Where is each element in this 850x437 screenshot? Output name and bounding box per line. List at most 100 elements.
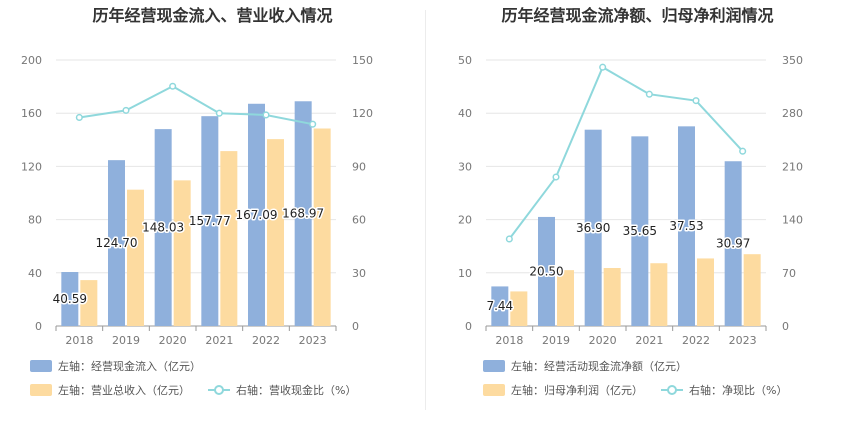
y-tick-label-right: 0 [352, 320, 359, 333]
x-tick-label: 2018 [65, 334, 93, 345]
bar-primary [201, 116, 219, 327]
legend-item-revenue[interactable]: 左轴：营业总收入（亿元） [30, 382, 190, 398]
ratio-point [75, 113, 83, 122]
data-label: 30.97 [716, 237, 750, 251]
legend-item-net-cashflow[interactable]: 左轴：经营活动现金流净额（亿元） [483, 358, 687, 374]
bar-secondary [80, 280, 98, 326]
bar-secondary [127, 189, 144, 326]
legend-label: 左轴：归母净利润（亿元） [511, 384, 643, 397]
legend-swatch [483, 360, 505, 372]
bar-secondary [697, 258, 714, 326]
bar-secondary [267, 139, 284, 326]
y-tick-label-left: 80 [28, 214, 42, 227]
legend-item-net-cash-ratio[interactable]: 右轴：净现比（%） [661, 382, 787, 398]
y-tick-label-left: 0 [465, 320, 472, 333]
ratio-point [122, 106, 130, 114]
legend-label: 左轴：营业总收入（亿元） [58, 384, 190, 397]
bar-primary [294, 101, 312, 326]
x-tick-label: 2021 [205, 334, 233, 345]
bar-primary [678, 126, 695, 327]
legend-swatch [30, 360, 52, 372]
legend-label: 左轴：经营现金流入（亿元） [58, 360, 201, 373]
legend-label: 右轴：净现比（%） [689, 384, 788, 397]
ratio-point [505, 235, 513, 243]
bar-primary [154, 129, 172, 326]
data-label: 35.65 [623, 224, 657, 238]
ratio-point [169, 82, 177, 90]
legend-row: 左轴：营业总收入（亿元） 右轴：营收现金比（%） [30, 381, 374, 399]
bar-primary [61, 272, 79, 326]
bar-primary [538, 216, 555, 326]
y-tick-label-left: 30 [458, 160, 472, 173]
bar-secondary [173, 180, 191, 326]
y-tick-label-left: 50 [458, 54, 472, 67]
bar-secondary [557, 270, 574, 326]
data-label: 36.90 [576, 221, 610, 235]
data-label: 40.59 [53, 292, 87, 306]
data-label: 124.70 [96, 236, 138, 250]
y-tick-label-left: 40 [458, 107, 472, 120]
y-tick-label-left: 10 [458, 267, 472, 280]
x-tick-label: 2019 [542, 334, 570, 345]
legend-swatch [483, 384, 505, 396]
x-tick-label: 2022 [252, 334, 280, 345]
data-label: 37.53 [669, 219, 703, 233]
y-tick-label-right: 280 [782, 107, 803, 120]
x-tick-label: 2023 [299, 334, 327, 345]
ratio-point [645, 90, 653, 98]
legend-row: 左轴：归母净利润（亿元） 右轴：净现比（%） [483, 381, 805, 399]
legend-line-swatch [661, 384, 683, 396]
y-tick-label-right: 120 [352, 107, 373, 120]
y-tick-label-left: 200 [21, 54, 42, 67]
bar-secondary [743, 254, 761, 326]
bar-secondary [510, 291, 528, 326]
y-tick-label-left: 40 [28, 267, 42, 280]
y-tick-label-right: 210 [782, 160, 803, 173]
legend-item-ratio[interactable]: 右轴：营收现金比（%） [208, 382, 356, 398]
ratio-line [79, 85, 313, 126]
panel-divider [425, 10, 426, 410]
x-tick-label: 2020 [159, 334, 187, 345]
data-label: 7.44 [486, 299, 513, 313]
y-tick-label-right: 70 [782, 267, 796, 280]
ratio-point [309, 120, 317, 128]
ratio-point [215, 109, 223, 117]
bar-primary [108, 160, 125, 326]
x-tick-label: 2021 [635, 334, 663, 345]
y-tick-label-left: 160 [21, 107, 42, 120]
y-tick-label-right: 60 [352, 214, 366, 227]
x-tick-label: 2022 [682, 334, 710, 345]
chart-title: 历年经营现金流入、营业收入情况 [92, 6, 333, 25]
bar-secondary [603, 268, 621, 326]
ratio-point [599, 63, 607, 71]
data-label: 168.97 [282, 207, 324, 221]
data-label: 157.77 [189, 214, 231, 228]
bar-primary [248, 103, 265, 327]
legend-item-inflow[interactable]: 左轴：经营现金流入（亿元） [30, 358, 201, 374]
y-tick-label-left: 120 [21, 160, 42, 173]
chart-plot-area: 0 10 20 30 40 50 0 70 140 210 280 350 2018 2019 2020 20… [458, 54, 803, 345]
legend-line-swatch [208, 384, 230, 396]
x-tick-label: 2020 [589, 334, 617, 345]
y-tick-label-right: 0 [782, 320, 789, 333]
y-tick-label-right: 30 [352, 267, 366, 280]
legend-item-net-profit[interactable]: 左轴：归母净利润（亿元） [483, 382, 643, 398]
bar-primary [631, 136, 649, 326]
chart-panel-left: 历年经营现金流入、营业收入情况 0 40 80 120 160 200 0 30 60 90 120… [21, 6, 374, 399]
ratio-point [692, 97, 700, 105]
legend-swatch [30, 384, 52, 396]
y-tick-label-right: 90 [352, 160, 366, 173]
legend-label: 右轴：营收现金比（%） [236, 384, 357, 397]
ratio-point [739, 147, 747, 155]
bar-secondary [220, 151, 238, 326]
bar-primary [724, 161, 742, 326]
data-label: 167.09 [236, 208, 278, 222]
legend-label: 左轴：经营活动现金流净额（亿元） [511, 360, 687, 373]
ratio-point [262, 111, 270, 119]
chart-title: 历年经营现金流净额、归母净利润情况 [501, 6, 774, 25]
y-tick-label-right: 350 [782, 54, 803, 67]
y-tick-label-right: 150 [352, 54, 373, 67]
y-tick-label-right: 140 [782, 214, 803, 227]
legend-row: 左轴：经营现金流入（亿元） [30, 357, 219, 375]
x-tick-label: 2019 [112, 334, 140, 345]
